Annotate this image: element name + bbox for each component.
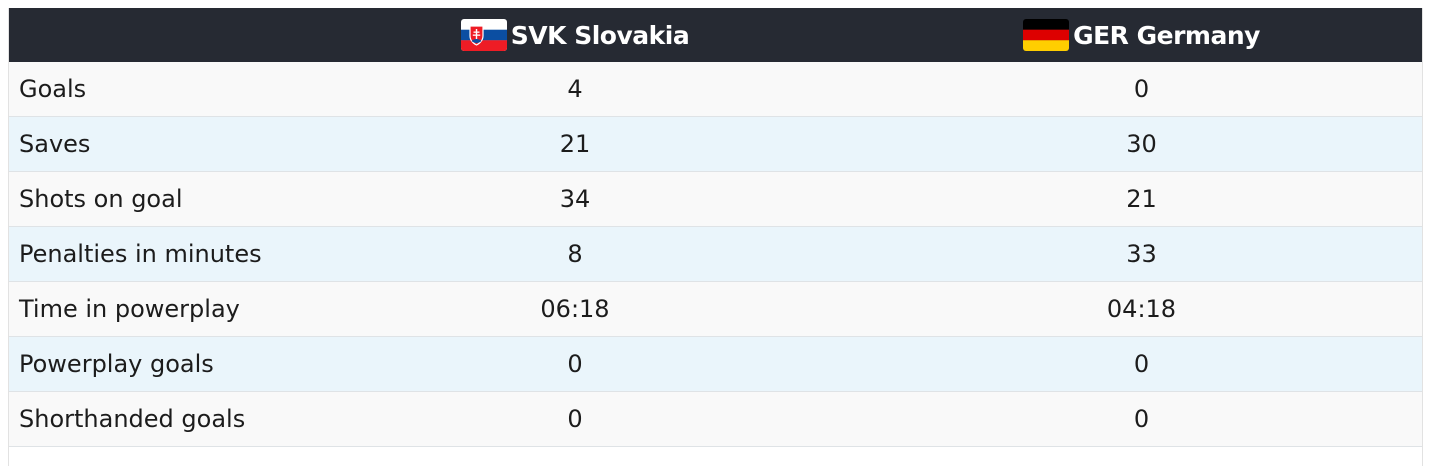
flag-slovakia	[460, 19, 507, 51]
stat-label: Time in powerplay	[19, 295, 240, 323]
stat-label: Saves	[19, 130, 91, 158]
stat-row: Saves 21 30	[9, 117, 1422, 172]
stat-value: 33	[1126, 240, 1157, 268]
stat-value: 0	[1133, 350, 1150, 378]
stat-label: Shorthanded goals	[19, 405, 246, 433]
stat-value: 04:18	[1106, 295, 1177, 323]
stat-value: 4	[567, 75, 583, 103]
stat-value: 0	[1133, 405, 1150, 433]
stat-label: Goals	[19, 75, 87, 103]
table-footer	[9, 447, 1422, 466]
header-cell: SVK Slovakia	[291, 8, 859, 62]
flag-germany	[1023, 19, 1070, 51]
header-row: SVK Slovakia GER Germany	[9, 8, 1422, 62]
stat-label: Shots on goal	[19, 185, 183, 213]
stat-value: 34	[559, 185, 591, 213]
team-name: GER Germany	[1073, 20, 1260, 50]
stat-row: Goals 4 0	[9, 62, 1422, 117]
header-cell: GER Germany	[859, 8, 1424, 62]
table-body: Goals 4 0 Saves 21 30 Shots on goal 34 21 Penalti…	[9, 62, 1422, 447]
team-heading: SVK Slovakia	[460, 19, 690, 51]
stats-table: SVK Slovakia GER Germany Goals 4 0 Saves 21 3…	[8, 8, 1423, 466]
stat-row: Time in powerplay 06:18 04:18	[9, 282, 1422, 337]
stat-value: 21	[1126, 185, 1157, 213]
stat-value: 8	[567, 240, 583, 268]
stat-label: Powerplay goals	[19, 350, 214, 378]
stat-row: Penalties in minutes 8 33	[9, 227, 1422, 282]
stat-row: Shorthanded goals 0 0	[9, 392, 1422, 447]
stat-value: 0	[1133, 75, 1150, 103]
stat-row: Powerplay goals 0 0	[9, 337, 1422, 392]
stat-value: 06:18	[540, 295, 610, 323]
stat-label: Penalties in minutes	[19, 240, 262, 268]
stat-value: 30	[1126, 130, 1157, 158]
stat-row: Shots on goal 34 21	[9, 172, 1422, 227]
team-name: SVK Slovakia	[510, 20, 690, 50]
stat-value: 21	[559, 130, 591, 158]
stat-value: 0	[567, 350, 583, 378]
team-heading: GER Germany	[1023, 19, 1260, 51]
stat-value: 0	[567, 405, 583, 433]
